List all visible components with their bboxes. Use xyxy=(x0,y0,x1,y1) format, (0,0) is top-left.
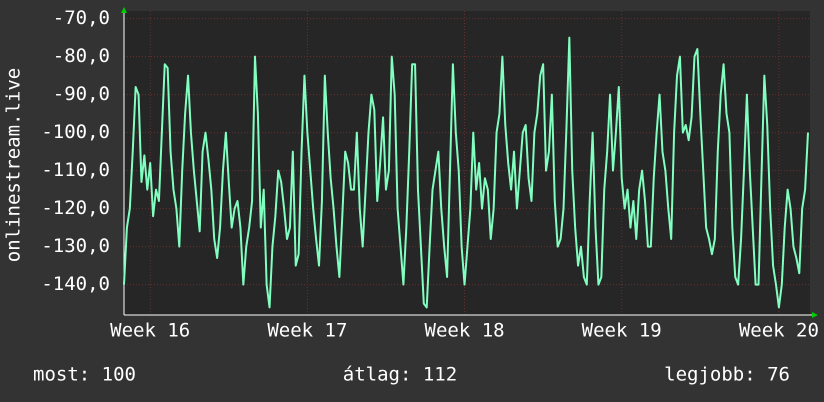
y-tick-label: -90,0 xyxy=(53,83,110,105)
y-tick-label: -110,0 xyxy=(41,159,110,181)
axis-arrow xyxy=(121,7,127,13)
stat-current: most: 100 xyxy=(33,364,136,386)
y-axis-label: onlinestream.live xyxy=(3,68,25,262)
x-tick-label: Week 19 xyxy=(582,320,662,342)
axis-arrow xyxy=(812,312,818,318)
y-tick-label: -70,0 xyxy=(53,7,110,29)
y-tick-label: -100,0 xyxy=(41,121,110,143)
x-tick-label: Week 18 xyxy=(425,320,505,342)
x-tick-label: Week 20 xyxy=(739,320,819,342)
y-tick-label: -140,0 xyxy=(41,273,110,295)
stat-average: átlag: 112 xyxy=(343,364,457,386)
data-line xyxy=(123,36,809,309)
y-tick-label: -120,0 xyxy=(41,197,110,219)
y-tick-label: -80,0 xyxy=(53,45,110,67)
stat-best: legjobb: 76 xyxy=(664,364,790,386)
x-tick-label: Week 17 xyxy=(267,320,347,342)
x-tick-label: Week 16 xyxy=(110,320,190,342)
y-tick-label: -130,0 xyxy=(41,235,110,257)
